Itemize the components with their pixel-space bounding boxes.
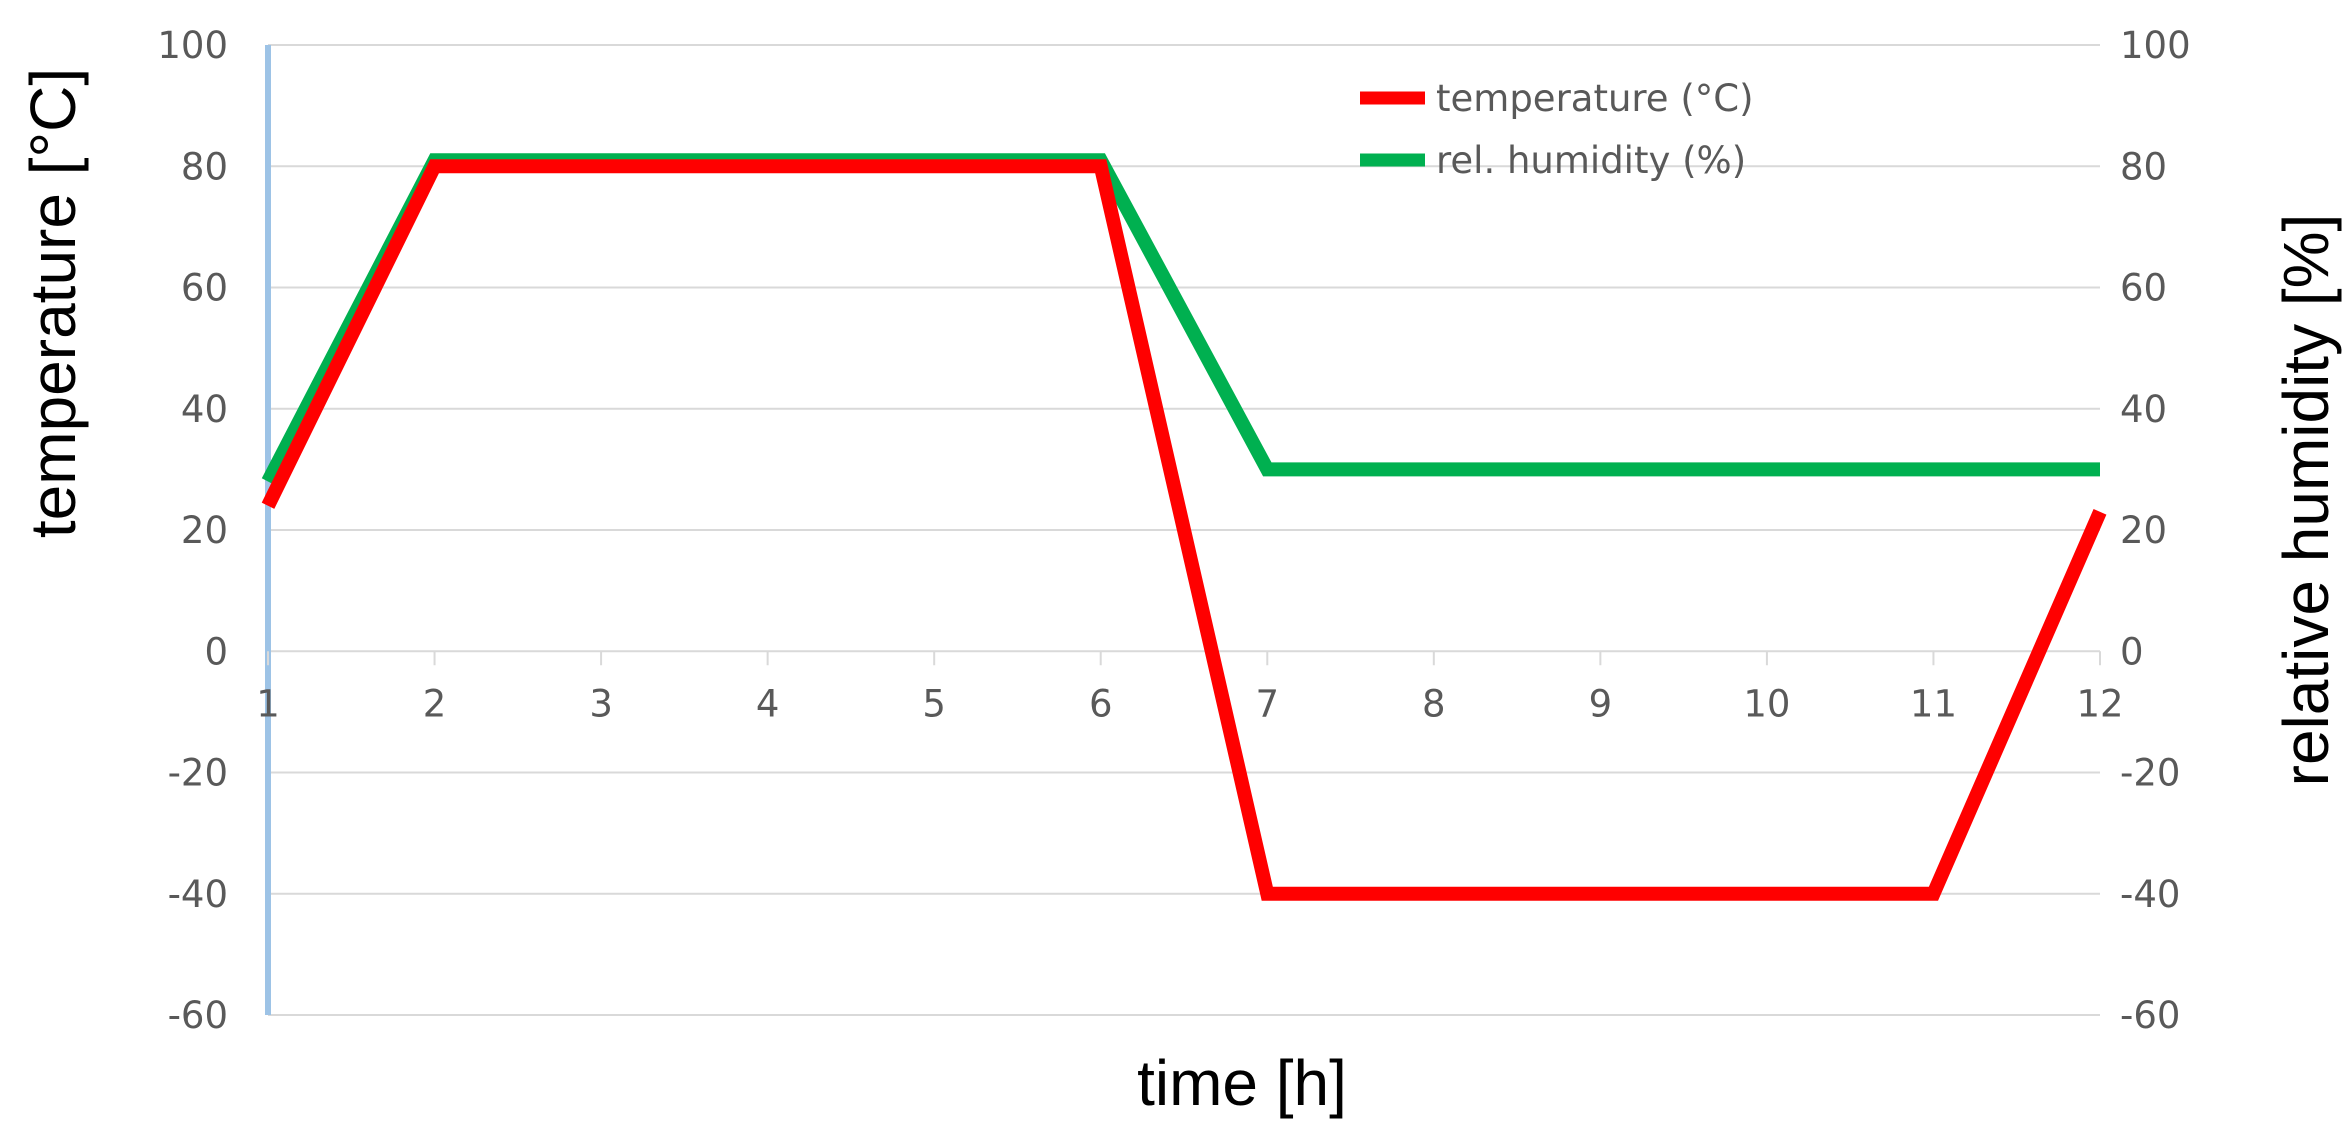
x-axis-title: time [h] bbox=[1137, 1047, 1347, 1119]
x-tick-label: 4 bbox=[756, 682, 780, 725]
left-y-tick-label: -60 bbox=[168, 994, 228, 1037]
x-tick-label: 7 bbox=[1255, 682, 1279, 725]
left-y-tick-label: 0 bbox=[204, 630, 228, 673]
series-line-temperature bbox=[261, 159, 2107, 901]
right-y-axis-tick-labels: 100 80 60 40 20 0 -20 -40 -60 bbox=[2120, 24, 2191, 1037]
x-tick-label: 11 bbox=[1910, 682, 1957, 725]
left-y-tick-label: -20 bbox=[168, 752, 228, 795]
x-axis-tick-labels: 1 2 3 4 5 6 7 8 9 10 11 12 bbox=[256, 682, 2123, 725]
right-y-tick-label: 60 bbox=[2120, 267, 2167, 310]
left-y-axis-title: temperature [°C] bbox=[17, 68, 89, 538]
right-y-tick-label: -20 bbox=[2120, 752, 2180, 795]
left-y-tick-label: 80 bbox=[181, 145, 228, 188]
left-y-tick-label: 40 bbox=[181, 388, 228, 431]
x-tick-label: 6 bbox=[1089, 682, 1113, 725]
left-y-tick-label: -40 bbox=[168, 873, 228, 916]
series-lines bbox=[261, 153, 2107, 901]
left-y-tick-label: 20 bbox=[181, 509, 228, 552]
left-y-tick-label: 100 bbox=[157, 24, 228, 67]
legend-label-temperature: temperature (°C) bbox=[1436, 77, 1754, 120]
right-y-tick-label: -40 bbox=[2120, 873, 2180, 916]
right-y-tick-label: 80 bbox=[2120, 145, 2167, 188]
x-tick-label: 8 bbox=[1422, 682, 1446, 725]
right-y-tick-label: -60 bbox=[2120, 994, 2180, 1037]
right-y-tick-label: 100 bbox=[2120, 24, 2191, 67]
x-axis-ticks bbox=[267, 651, 2101, 666]
x-tick-label: 2 bbox=[423, 682, 447, 725]
x-tick-label: 5 bbox=[922, 682, 946, 725]
left-y-axis-tick-labels: 100 80 60 40 20 0 -20 -40 -60 bbox=[157, 24, 228, 1037]
right-y-tick-label: 20 bbox=[2120, 509, 2167, 552]
right-y-tick-label: 0 bbox=[2120, 630, 2144, 673]
legend-label-humidity: rel. humidity (%) bbox=[1436, 139, 1746, 182]
x-tick-label: 9 bbox=[1589, 682, 1613, 725]
legend: temperature (°C) rel. humidity (%) bbox=[1360, 77, 1754, 182]
right-y-tick-label: 40 bbox=[2120, 388, 2167, 431]
left-y-tick-label: 60 bbox=[181, 267, 228, 310]
right-y-axis-title: relative humidity [%] bbox=[2270, 214, 2342, 787]
x-tick-label: 12 bbox=[2076, 682, 2123, 725]
x-tick-label: 1 bbox=[256, 682, 280, 725]
series-line-humidity bbox=[261, 153, 2100, 485]
x-tick-label: 10 bbox=[1743, 682, 1790, 725]
x-tick-label: 3 bbox=[589, 682, 613, 725]
